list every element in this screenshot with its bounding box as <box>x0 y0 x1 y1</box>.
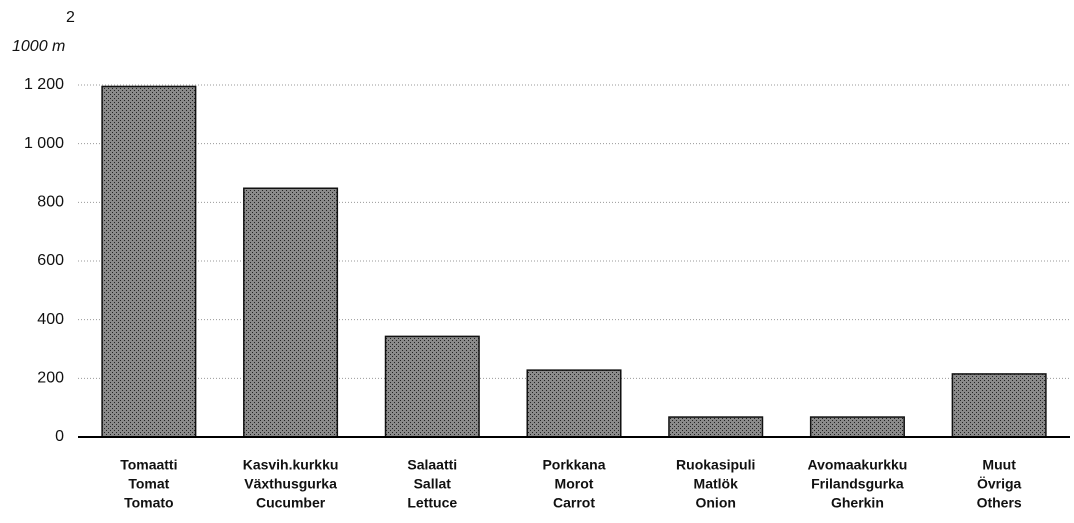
x-tick-label: Porkkana <box>542 457 605 473</box>
x-tick-label: Avomaakurkku <box>807 457 907 473</box>
x-tick-label: Tomaatti <box>120 457 177 473</box>
y-tick-label: 600 <box>37 252 64 269</box>
x-tick-label: Ruokasipuli <box>676 457 755 473</box>
y-axis-label-superscript: 2 <box>66 9 75 26</box>
y-tick-label: 1 200 <box>24 76 64 93</box>
y-tick-label: 0 <box>55 428 64 445</box>
y-tick-label: 1 000 <box>24 135 64 152</box>
x-tick-label: Kasvih.kurkku <box>243 457 339 473</box>
bar <box>526 369 622 438</box>
x-tick-label: Växthusgurka <box>244 476 337 492</box>
y-tick-label: 800 <box>37 194 64 211</box>
x-tick-label: Gherkin <box>831 495 884 511</box>
x-tick-label: Muut <box>982 457 1016 473</box>
x-tick-label: Lettuce <box>407 495 457 511</box>
x-tick-label: Matlök <box>694 476 739 492</box>
y-tick-label: 400 <box>37 311 64 328</box>
x-tick-label: Carrot <box>553 495 595 511</box>
x-tick-label: Salaatti <box>407 457 457 473</box>
x-tick-label: Tomat <box>128 476 169 492</box>
bar <box>809 416 905 438</box>
y-axis-label: 1000 m <box>12 38 65 55</box>
x-tick-label: Övriga <box>977 476 1022 492</box>
y-tick-label: 200 <box>37 370 64 387</box>
x-tick-label: Onion <box>695 495 735 511</box>
bar <box>384 335 480 438</box>
x-tick-label: Others <box>977 495 1022 511</box>
x-tick-label: Morot <box>555 476 594 492</box>
bar <box>668 416 764 438</box>
x-tick-label: Cucumber <box>256 495 326 511</box>
x-tick-label: Sallat <box>414 476 452 492</box>
x-tick-label: Frilandsgurka <box>811 476 904 492</box>
bar <box>243 187 339 438</box>
bar <box>101 85 197 438</box>
x-tick-label: Tomato <box>124 495 174 511</box>
bar <box>951 373 1047 438</box>
